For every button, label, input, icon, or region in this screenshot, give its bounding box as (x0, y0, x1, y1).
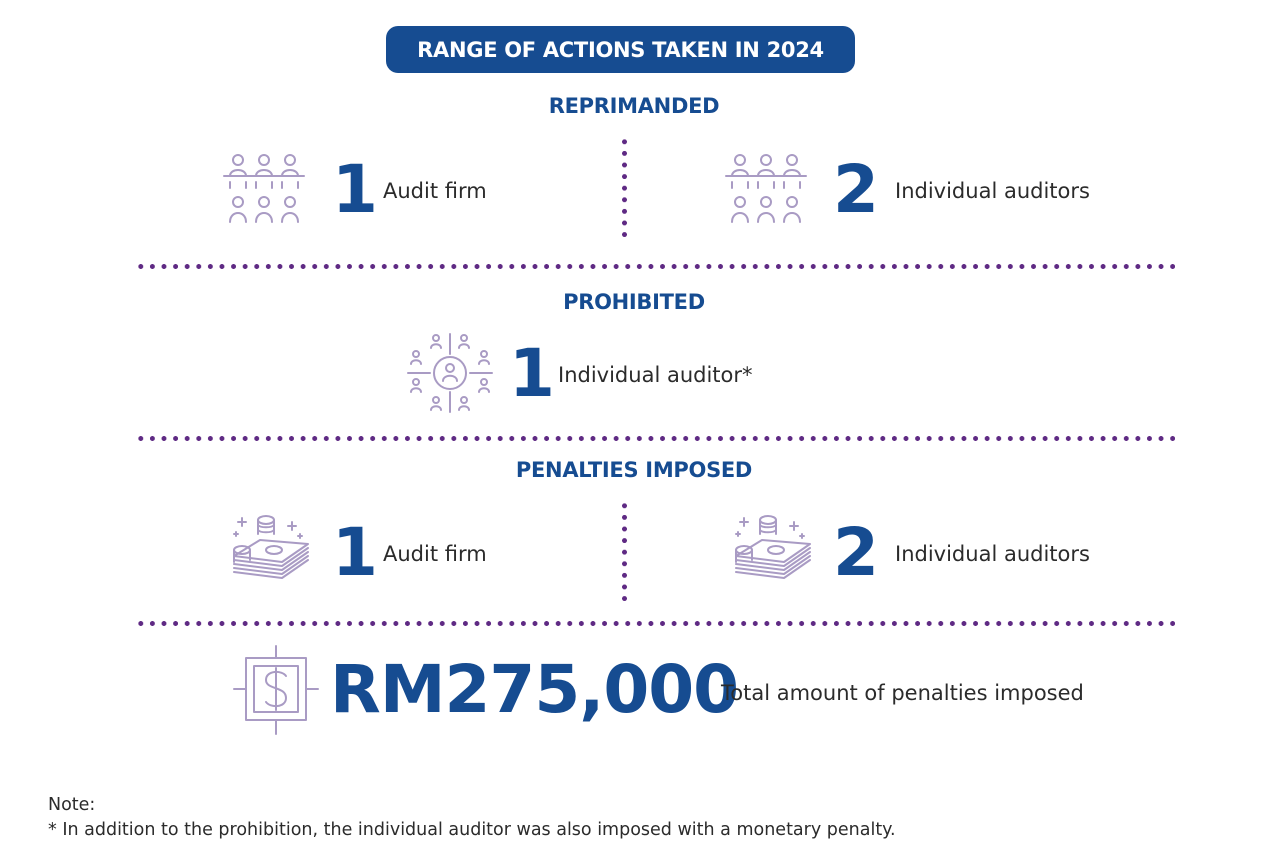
penalties-firm-label: Audit firm (383, 542, 487, 566)
note-heading: Note: (48, 795, 96, 815)
prohibited-heading: PROHIBITED (563, 290, 705, 314)
money-stack-icon (230, 512, 314, 584)
money-stack-icon (732, 512, 816, 584)
penalties-auditors-label: Individual auditors (895, 542, 1090, 566)
section-divider (135, 621, 1175, 626)
dollar-box-icon (232, 644, 320, 736)
reprimanded-firm-count: 1 (332, 151, 378, 228)
penalties-heading: PENALTIES IMPOSED (515, 458, 753, 482)
people-group-icon (222, 152, 314, 226)
target-person-icon (406, 332, 494, 414)
section-divider (135, 264, 1175, 269)
penalties-firm-count: 1 (332, 514, 378, 591)
page-title: RANGE OF ACTIONS TAKEN IN 2024 (417, 37, 824, 62)
prohibited-count: 1 (509, 335, 555, 412)
reprimanded-auditors-label: Individual auditors (895, 179, 1090, 203)
people-group-icon (724, 152, 816, 226)
reprimanded-firm-label: Audit firm (383, 179, 487, 203)
note-text: * In addition to the prohibition, the in… (48, 820, 896, 840)
reprimanded-divider (622, 136, 627, 240)
reprimanded-heading: REPRIMANDED (548, 94, 720, 118)
page-title-banner: RANGE OF ACTIONS TAKEN IN 2024 (386, 26, 855, 73)
section-divider (135, 436, 1175, 441)
prohibited-label: Individual auditor* (558, 363, 753, 387)
reprimanded-auditors-count: 2 (833, 151, 879, 228)
penalties-divider (622, 500, 627, 604)
total-penalty-label: Total amount of penalties imposed (721, 681, 1084, 705)
total-penalty-amount: RM275,000 (330, 651, 739, 728)
penalties-auditors-count: 2 (833, 514, 879, 591)
